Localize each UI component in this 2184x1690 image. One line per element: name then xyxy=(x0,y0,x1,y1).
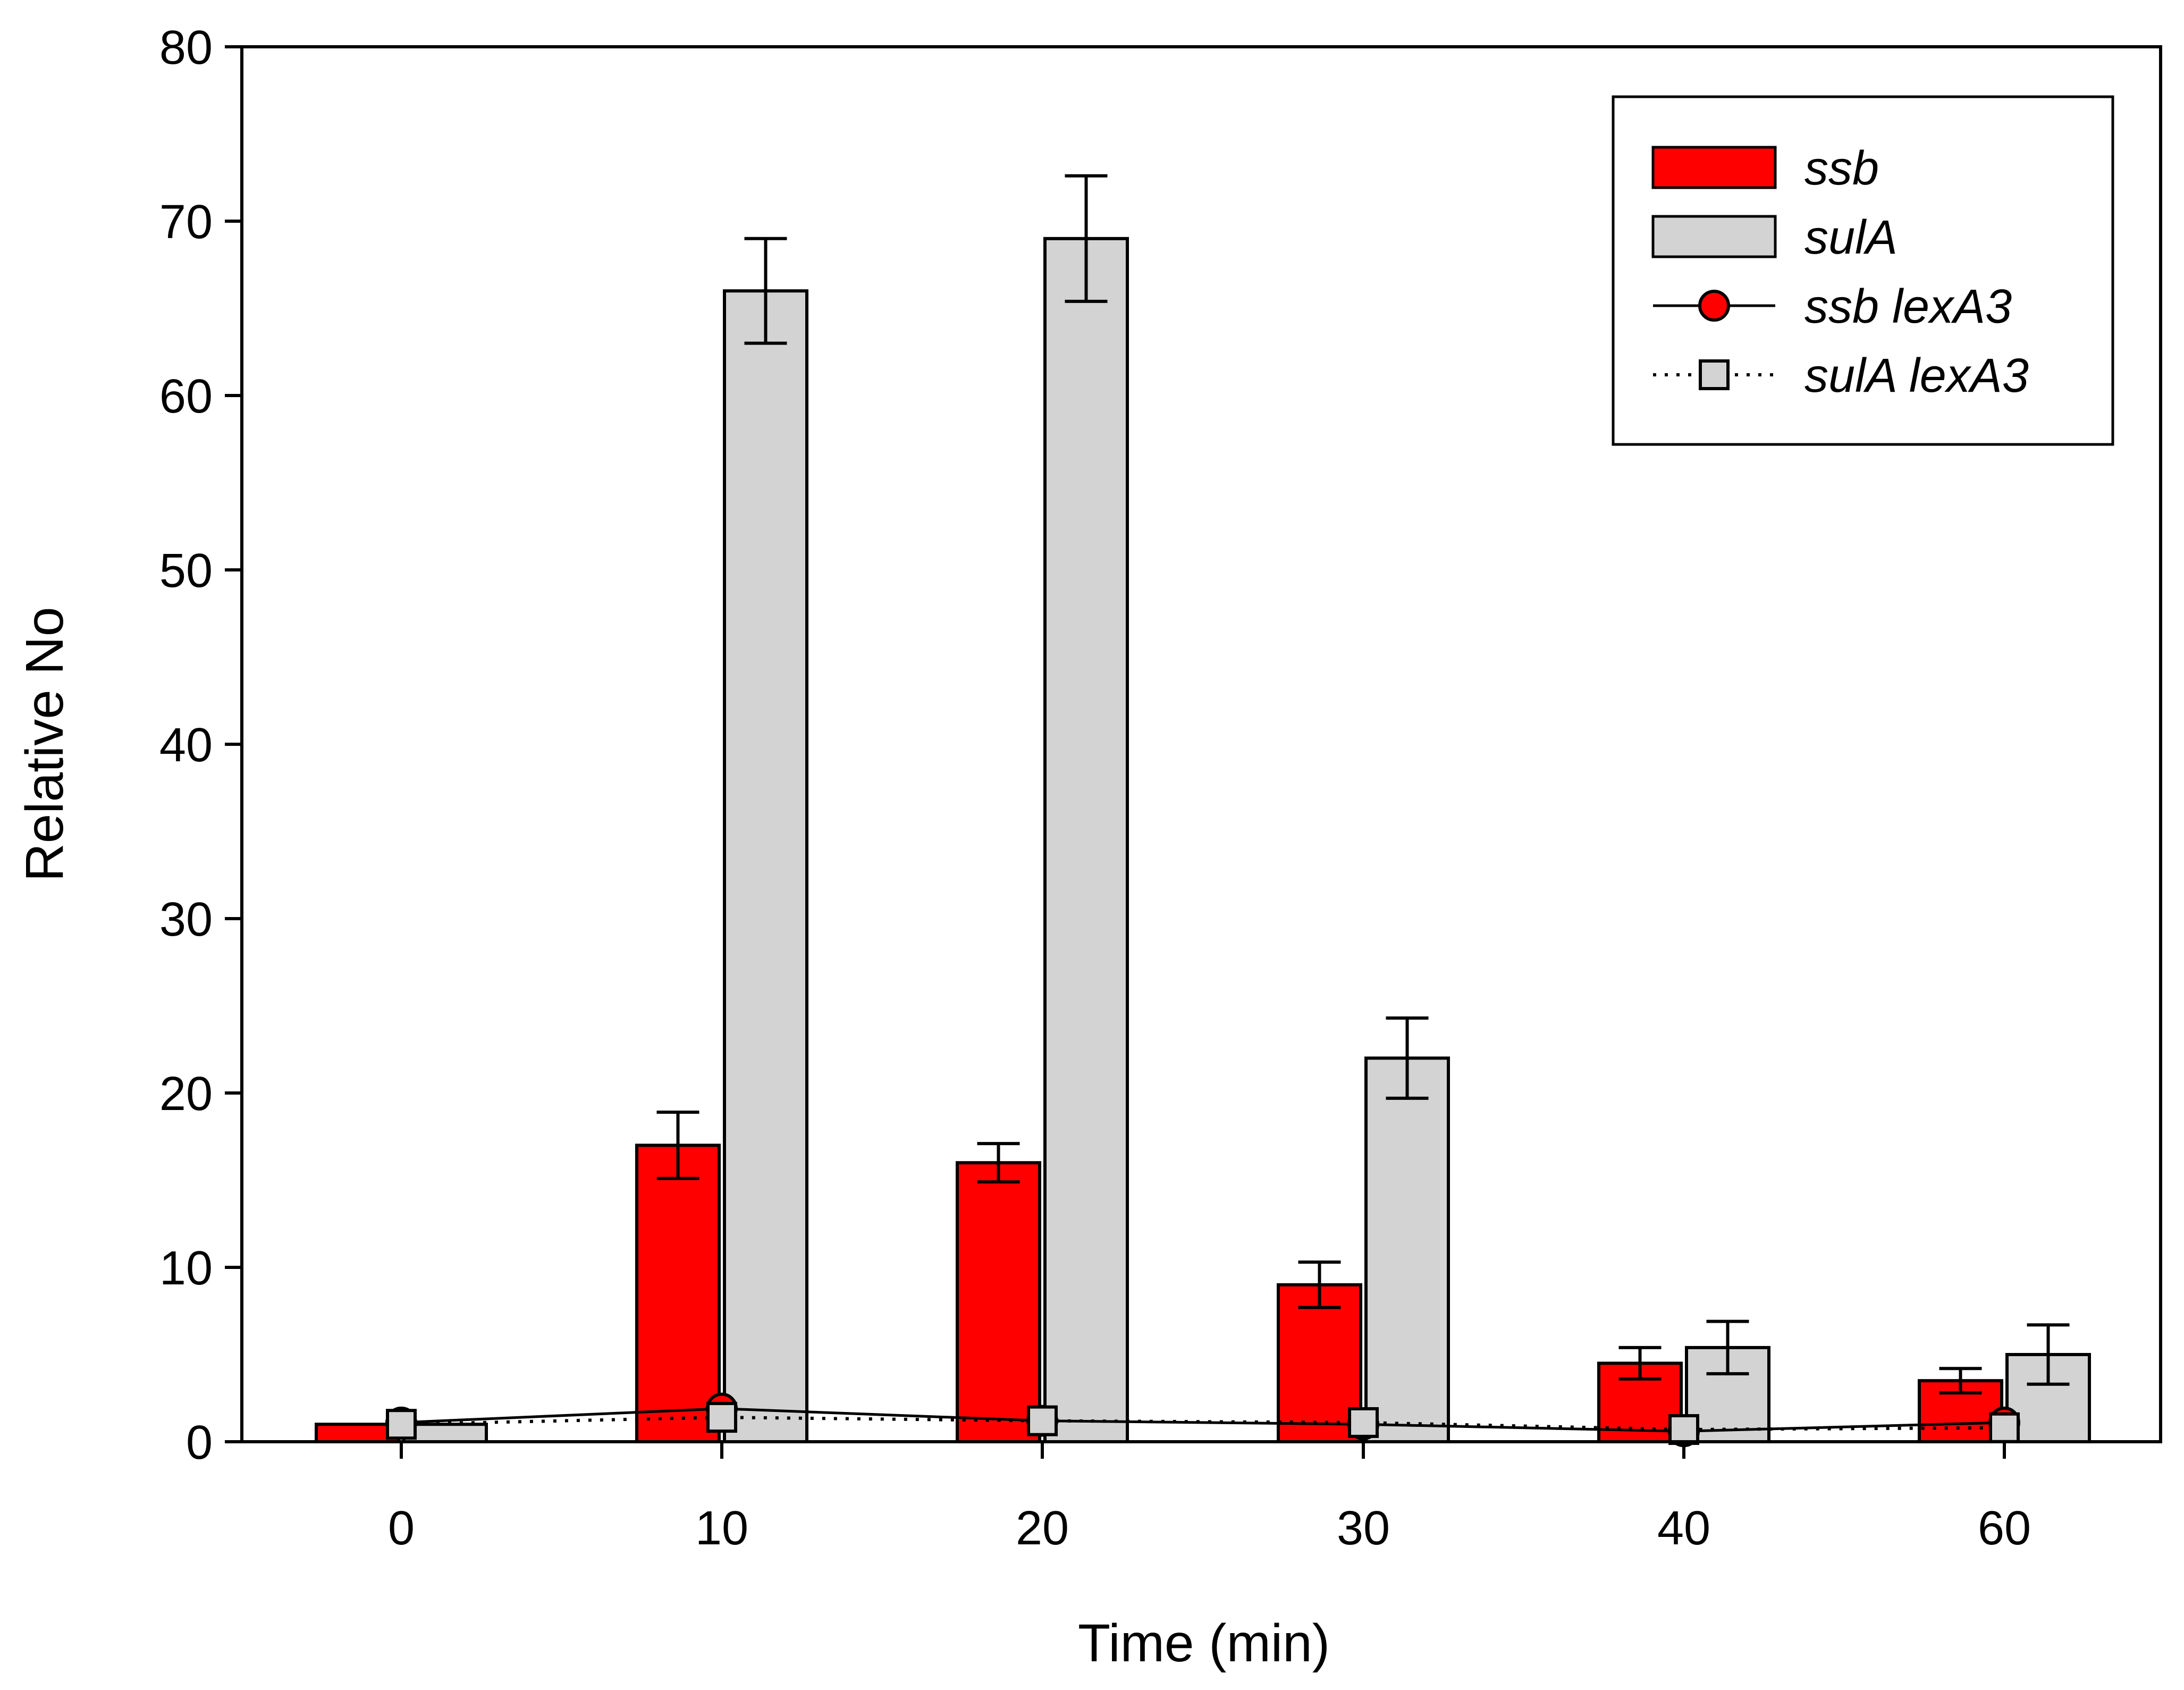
y-tick-label: 30 xyxy=(159,893,213,946)
legend-label-sulA: sulA xyxy=(1804,211,1898,264)
error-bar-sulA-30 xyxy=(1386,1016,1429,1100)
y-tick-label: 60 xyxy=(159,370,213,423)
y-axis-title: Relative No xyxy=(15,607,74,882)
x-tick-label: 30 xyxy=(1337,1502,1390,1555)
x-axis-ticks: 0 10 20 30 40 60 xyxy=(388,1442,2031,1555)
bar-ssb-20 xyxy=(956,1161,1041,1443)
line-series xyxy=(385,1392,2020,1448)
error-bar-ssb-60 xyxy=(1939,1367,1982,1395)
legend-label-ssb-lexA3: ssb lexA3 xyxy=(1804,280,2012,333)
x-tick-label: 60 xyxy=(1978,1502,2031,1555)
error-bar-ssb-20 xyxy=(977,1142,1020,1184)
marker-sulA-lexA3-10 xyxy=(706,1402,737,1433)
line-sulA-lexA3 xyxy=(401,1416,2005,1432)
legend-swatch-ssb xyxy=(1651,146,1777,189)
error-bar-sulA-20 xyxy=(1065,174,1108,303)
marker-sulA-lexA3-0 xyxy=(386,1409,417,1440)
bar-ssb-10 xyxy=(635,1144,721,1443)
error-bars xyxy=(656,174,2070,1395)
error-bar-sulA-60 xyxy=(2027,1323,2070,1386)
legend-label-ssb: ssb xyxy=(1804,142,1879,195)
legend-marker-sulA-lexA3 xyxy=(1699,359,1730,390)
y-tick-label: 40 xyxy=(159,719,213,772)
bars xyxy=(315,237,2091,1444)
bar-sulA-10 xyxy=(723,289,808,1444)
bar-ssb-30 xyxy=(1277,1283,1362,1444)
y-tick-label: 80 xyxy=(159,21,213,74)
marker-sulA-lexA3-40 xyxy=(1668,1414,1699,1445)
bar-sulA-30 xyxy=(1364,1056,1450,1443)
x-tick-label: 40 xyxy=(1657,1502,1710,1555)
error-bar-ssb-30 xyxy=(1298,1260,1341,1309)
marker-sulA-lexA3-60 xyxy=(1989,1412,2020,1443)
error-bar-sulA-10 xyxy=(744,237,787,345)
x-axis-title: Time (min) xyxy=(1078,1613,1330,1673)
legend-marker-ssb-lexA3 xyxy=(1698,290,1730,322)
error-bar-sulA-40 xyxy=(1706,1319,1749,1376)
error-bar-ssb-10 xyxy=(656,1111,699,1180)
legend-label-sulA-lexA3: sulA lexA3 xyxy=(1804,349,2029,402)
bar-ssb-0 xyxy=(315,1423,400,1443)
y-tick-label: 50 xyxy=(159,544,213,598)
legend: ssb sulA ssb lexA3 sulA lexA3 xyxy=(1612,95,2114,446)
y-tick-label: 70 xyxy=(159,196,213,249)
bar-sulA-20 xyxy=(1043,237,1129,1443)
plot-frame xyxy=(240,45,2162,1443)
error-bar-ssb-40 xyxy=(1618,1346,1662,1381)
x-tick-label: 0 xyxy=(388,1502,415,1555)
marker-sulA-lexA3-20 xyxy=(1027,1405,1058,1436)
marker-sulA-lexA3-30 xyxy=(1348,1407,1379,1438)
x-tick-label: 10 xyxy=(695,1502,748,1555)
y-tick-label: 20 xyxy=(159,1067,213,1121)
legend-swatch-sulA xyxy=(1651,215,1777,258)
x-tick-label: 20 xyxy=(1016,1502,1069,1555)
y-tick-label: 0 xyxy=(186,1416,213,1469)
y-tick-label: 10 xyxy=(159,1242,213,1295)
y-axis-ticks: 0 10 20 30 40 50 60 70 80 xyxy=(159,21,242,1469)
